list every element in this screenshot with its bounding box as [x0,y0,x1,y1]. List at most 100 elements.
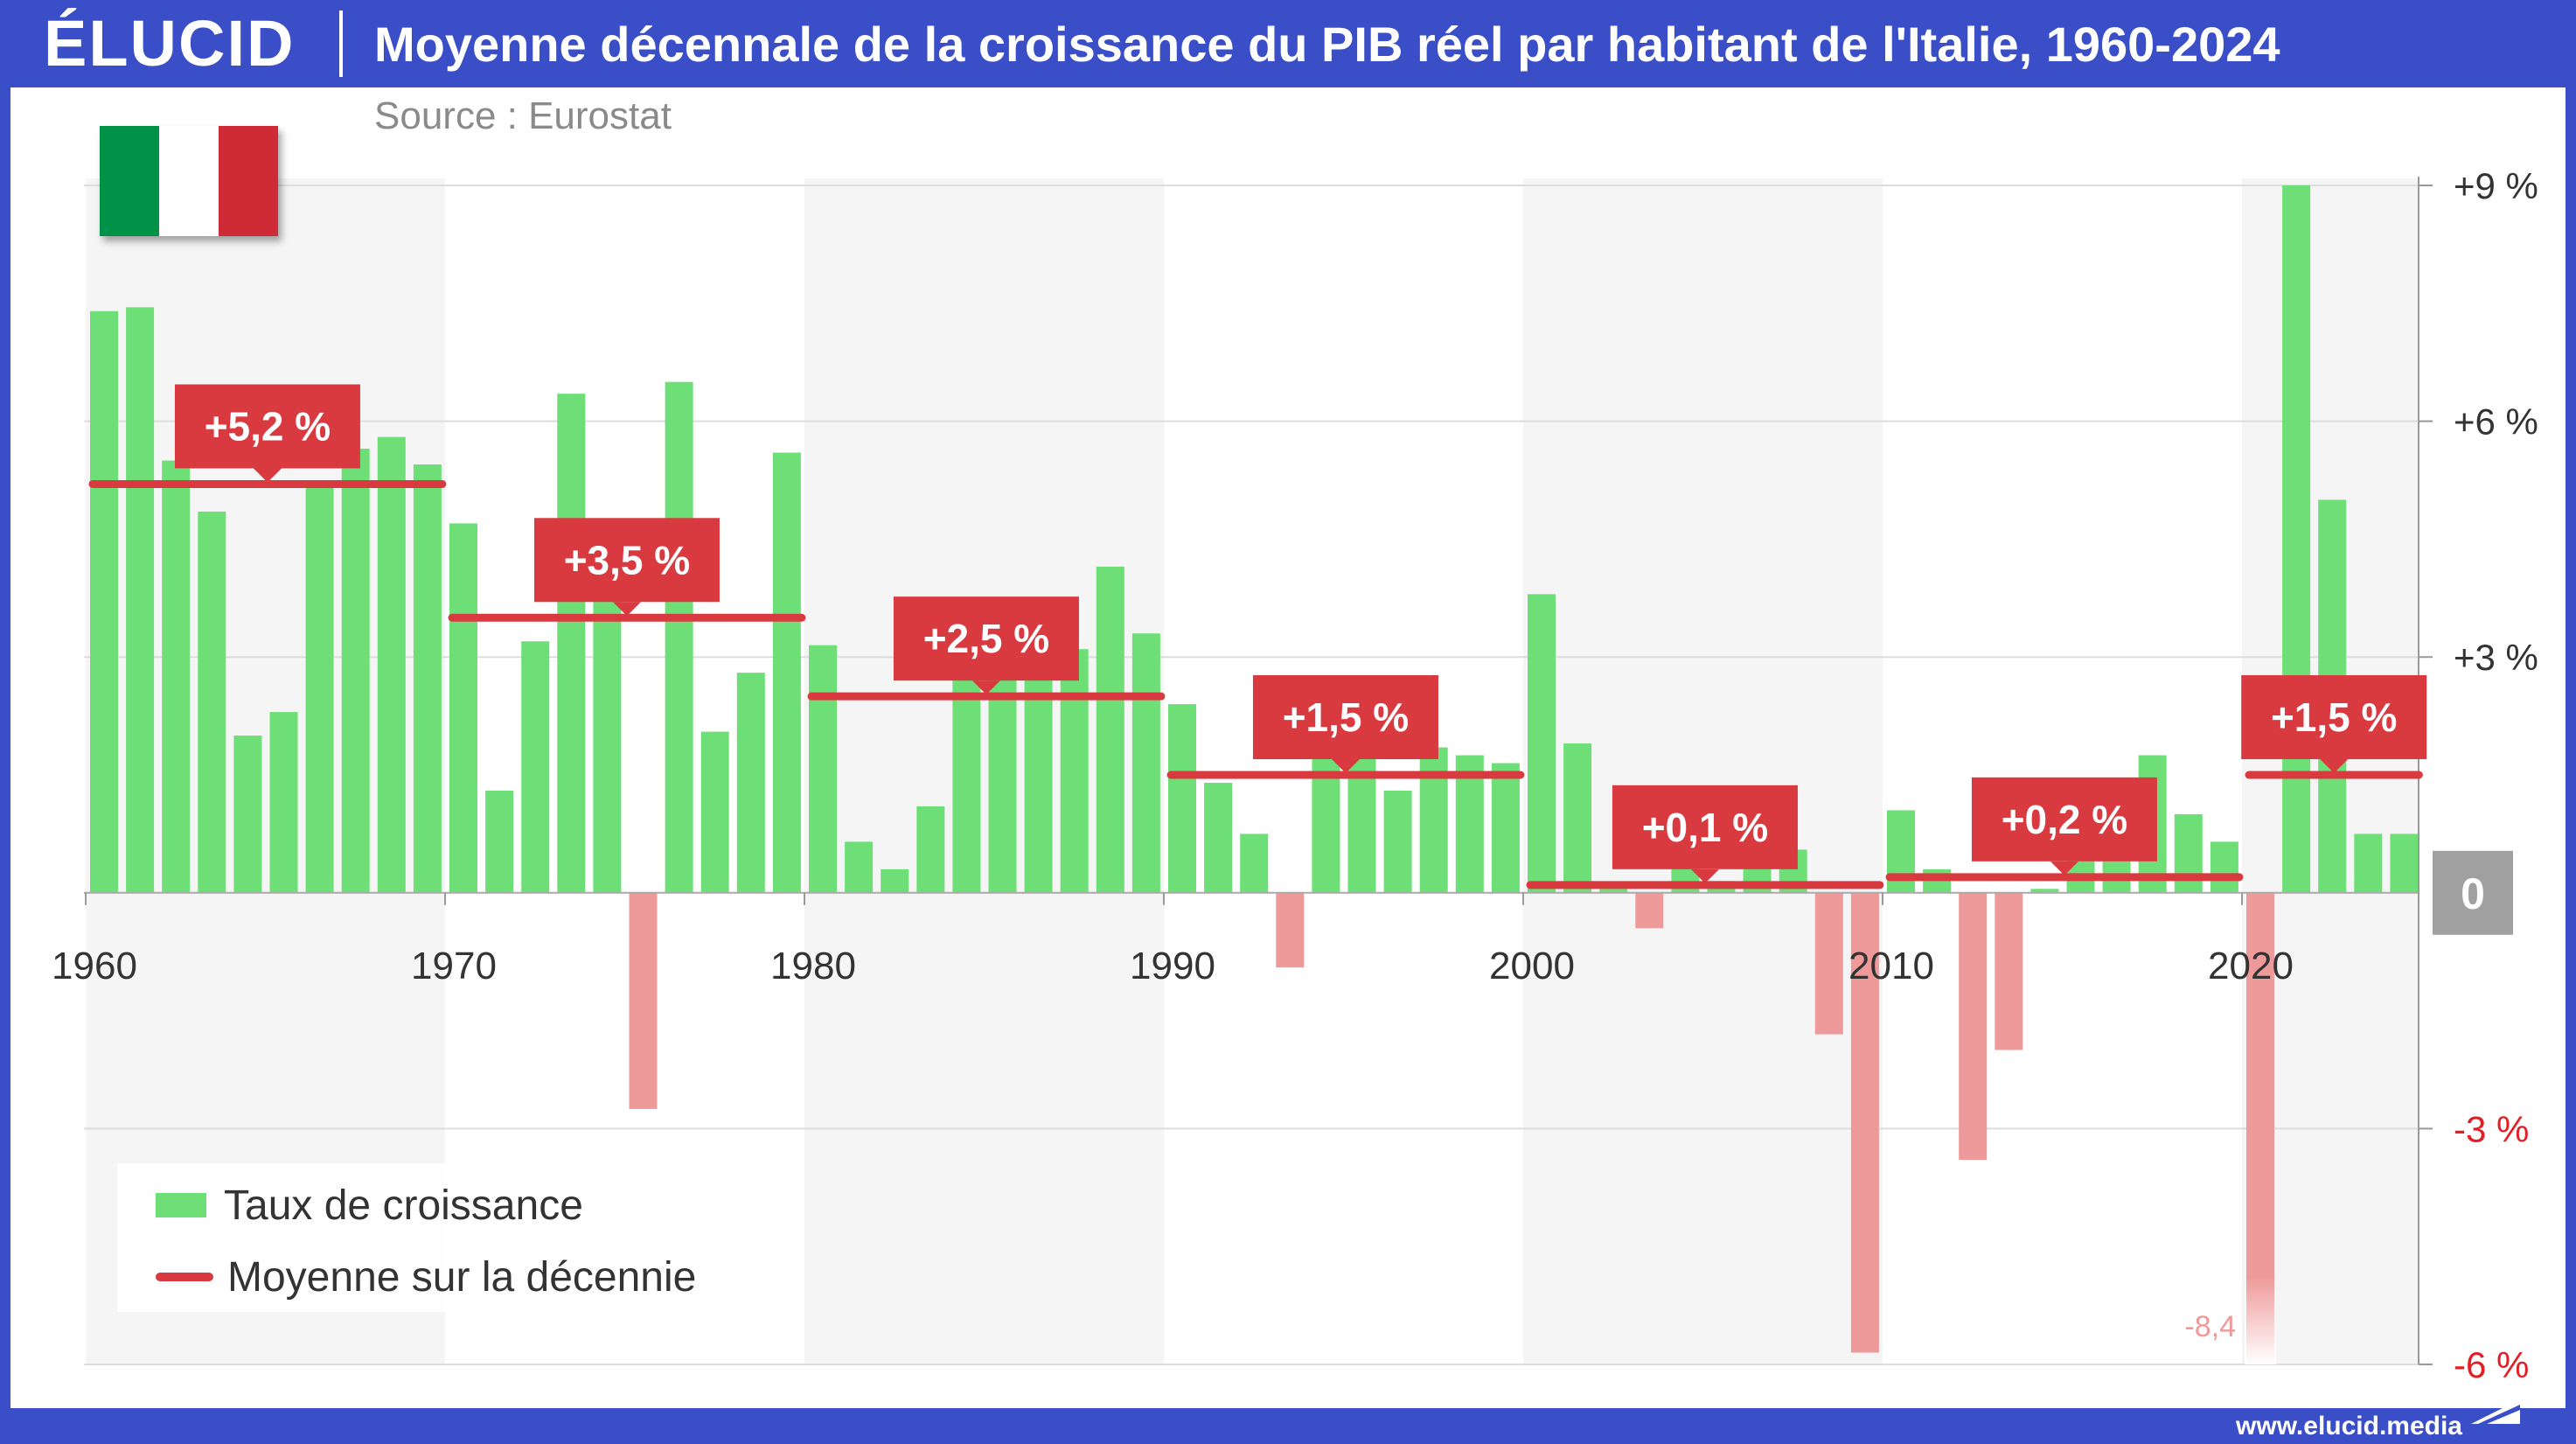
average-badge-2010 [1971,777,2157,862]
bar-1999 [1491,763,1520,893]
chart-title: Moyenne décennale de la croissance du PI… [374,17,2280,72]
bar-1977 [700,731,729,893]
elucid-mark-icon [2471,1399,2520,1424]
bar-2002 [1599,889,1628,893]
flag-stripe-green [100,126,159,236]
y-tick-label: -3 % [2454,1108,2529,1149]
legend-item-average: Moyenne sur la décennie [156,1251,696,1303]
bar-1969 [413,464,442,893]
legend: Taux de croissance Moyenne sur la décenn… [117,1163,747,1312]
bar-1980 [809,645,837,893]
bar-1972 [521,641,550,893]
average-label-1970: +3,5 % [564,537,691,582]
bar-1971 [485,790,514,893]
italy-flag [100,126,278,236]
annotation-label-2020: -8,4 [2184,1310,2236,1343]
average-label-2010: +0,2 % [2002,797,2128,842]
bar-fade-2020 [2245,1277,2276,1364]
average-badge-1990 [1252,675,1438,759]
x-tick-label: 1960 [52,945,137,987]
average-badge-pointer [2050,861,2078,875]
average-badge-1980 [893,596,1079,681]
footer-url[interactable]: www.elucid.media [2236,1412,2462,1441]
x-tick-label: 1980 [770,945,856,987]
elucid-logo[interactable]: ÉLUCID [44,7,296,80]
bar-1978 [736,673,765,893]
y-tick-label: -6 % [2454,1344,2529,1385]
bar-2021 [2282,185,2311,893]
bar-2008 [1814,892,1843,1035]
bar-2014 [2030,889,2059,893]
average-badge-pointer [1331,759,1360,773]
bar-1967 [341,449,370,893]
y-tick-label: +9 % [2454,165,2538,206]
legend-swatch-line [156,1273,213,1281]
bar-1968 [377,436,406,893]
average-badge-pointer [2320,759,2349,773]
bar-1981 [845,841,874,893]
average-badge-2000 [1612,785,1798,869]
bar-2000 [1528,594,1556,893]
bar-1960 [90,310,118,893]
average-badge-pointer [971,680,1000,695]
source-note: Source : Eurostat [374,94,672,137]
bar-1974 [593,594,622,893]
bar-1973 [557,394,586,893]
bar-2012 [1959,892,1988,1161]
average-badge-pointer [1690,868,1719,883]
bar-1994 [1312,739,1340,893]
bar-1961 [126,307,155,893]
bar-2003 [1635,892,1664,929]
bar-2001 [1563,743,1592,893]
bar-1988 [1096,566,1124,893]
zero-badge [2433,850,2513,935]
x-tick-label: 2020 [2208,945,2294,987]
y-tick-label: +3 % [2454,637,2538,678]
bar-1962 [162,460,191,893]
legend-label-average: Moyenne sur la décennie [227,1253,697,1301]
bar-1964 [233,736,262,893]
average-label-1960: +5,2 % [205,403,331,449]
bar-1986 [1024,673,1053,893]
decade-averages: +5,2 % +3,5 % +2,5 % +1,5 % +0,1 % +0,2 % +1,5… [88,384,2427,889]
bar-1997 [1419,747,1448,893]
bar-1966 [305,487,334,893]
x-tick-label: 2000 [1489,945,1575,987]
average-badge-1970 [533,518,720,603]
footer-bar [0,1408,2576,1444]
bar-2009 [1850,892,1879,1353]
flag-stripe-red [219,126,278,236]
legend-swatch-bar [156,1193,206,1217]
left-border [0,87,10,1408]
bar-1970 [449,523,477,893]
bar-1983 [916,806,945,893]
bar-2024 [2390,834,2419,893]
average-label-1980: +2,5 % [923,616,1050,661]
bar-1984 [952,668,981,893]
axes: +9 % +6 % +3 % -3 % -6 % 0 1960 1970 1980 1990 200… [52,165,2538,1385]
right-border [2566,87,2576,1408]
x-tick-label: 1990 [1130,945,1215,987]
bar-1982 [881,868,909,893]
bar-1965 [269,712,298,893]
logo-separator [339,10,343,77]
average-badge-pointer [253,468,282,483]
x-tick-label: 2010 [1848,945,1934,987]
legend-label-growth: Taux de croissance [224,1182,583,1229]
bar-1996 [1383,790,1412,893]
average-badge-1960 [174,384,360,469]
bar-1992 [1240,834,1269,893]
zero-badge-label: 0 [2461,869,2485,918]
bar-2023 [2354,834,2383,893]
average-badge-2020 [2241,675,2427,759]
average-label-1990: +1,5 % [1283,694,1410,740]
bar-1963 [198,511,226,893]
bar-1975 [629,892,658,1109]
bar-1989 [1131,633,1160,893]
average-label-2020: +1,5 % [2271,694,2398,740]
flag-stripe-white [159,126,219,236]
bar-1987 [1060,649,1089,893]
header-bar [0,0,2576,87]
x-tick-label: 1970 [411,945,497,987]
